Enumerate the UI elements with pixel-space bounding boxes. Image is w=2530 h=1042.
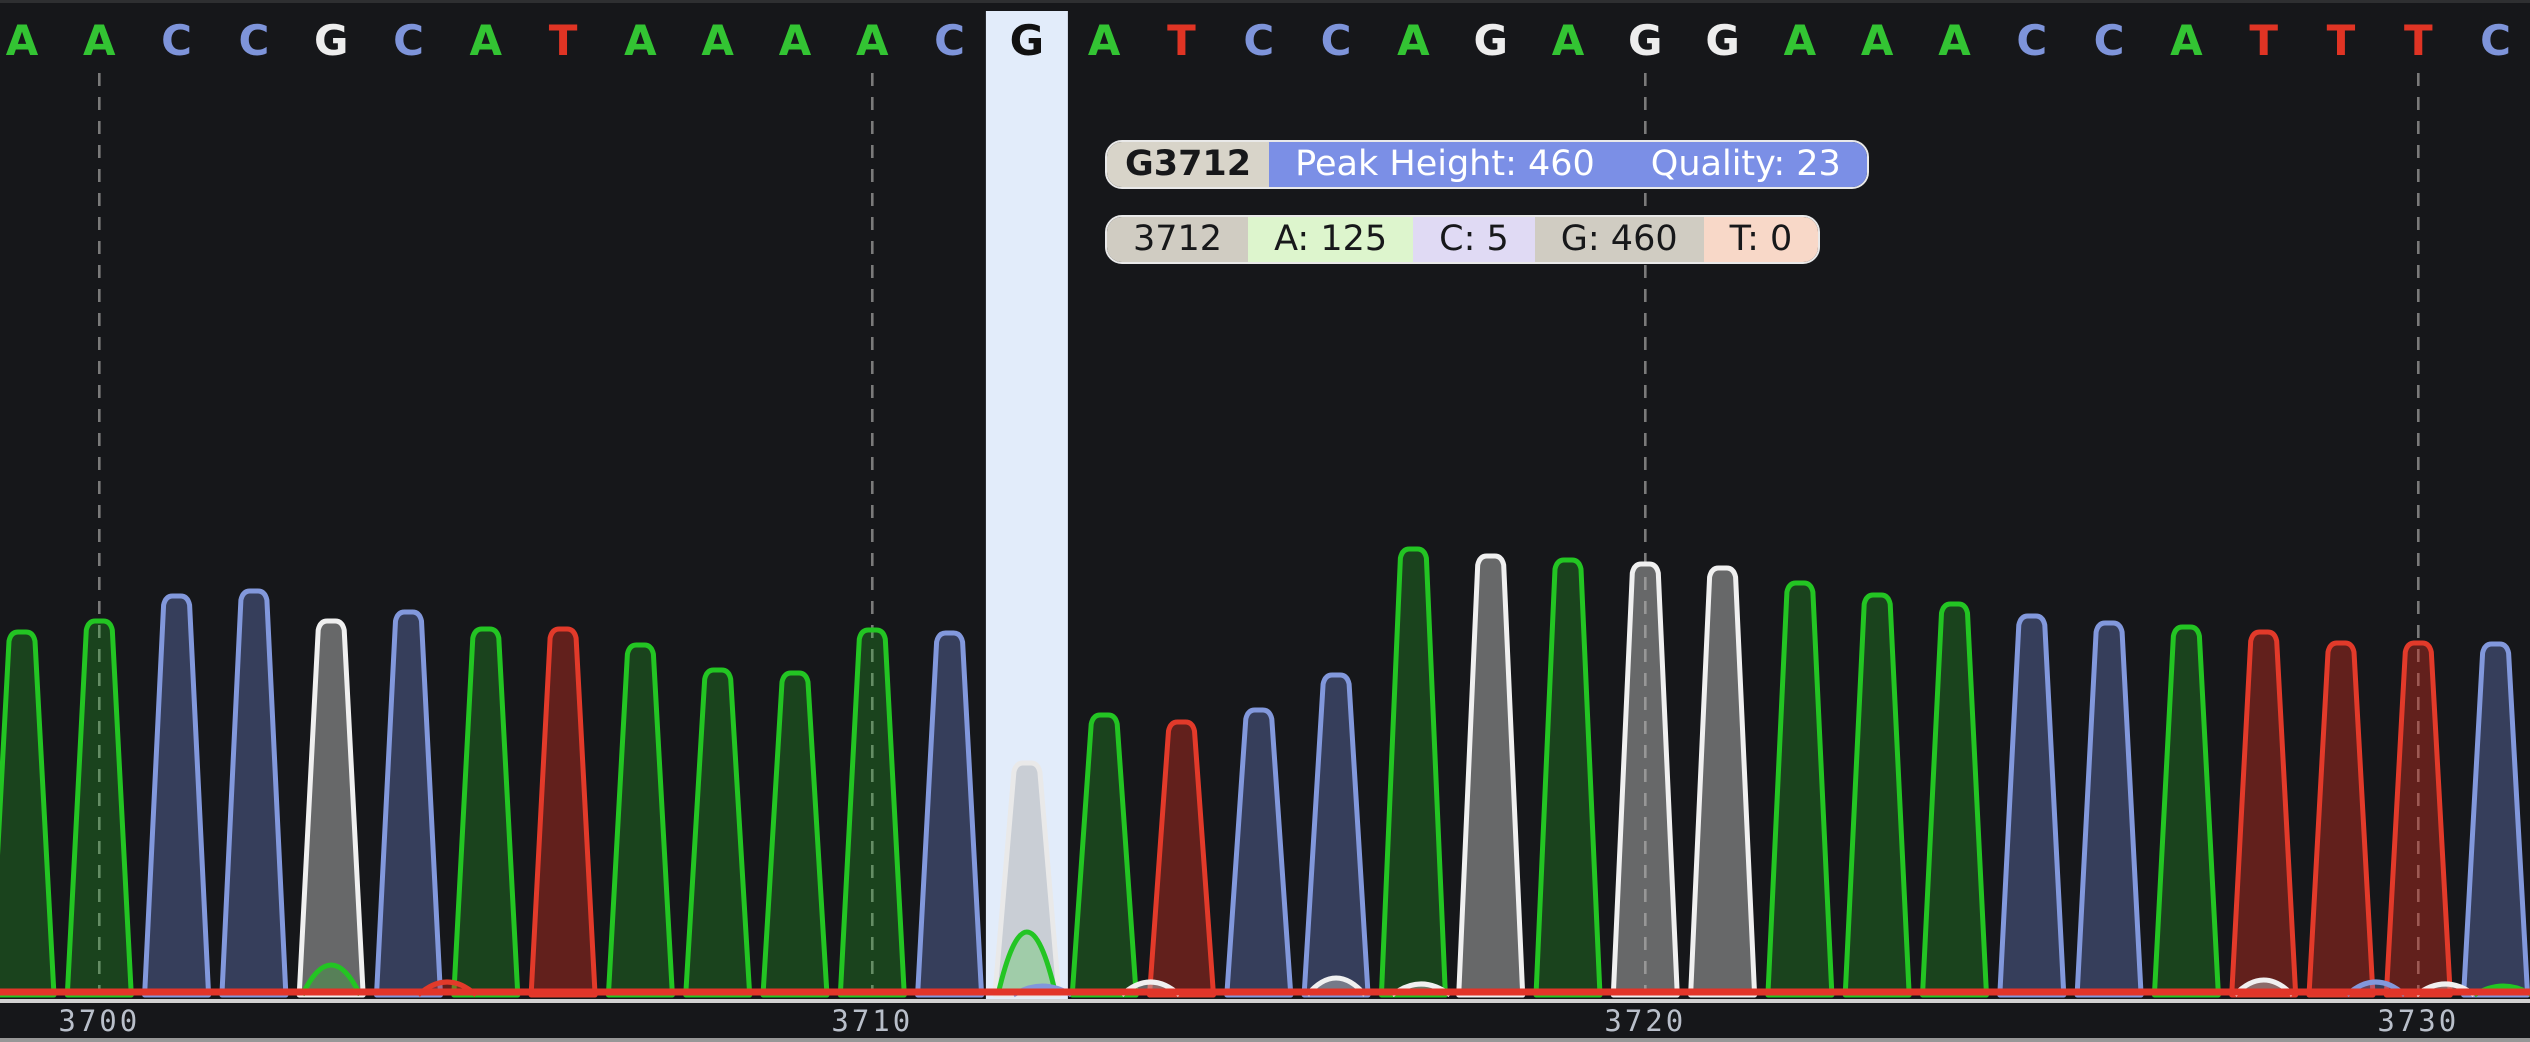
base-call-T3730[interactable]: T [2403,16,2433,65]
base-call-C3711[interactable]: C [934,16,965,65]
peak-A3707[interactable] [605,642,675,998]
axis-tick-label-3700: 3700 [58,1004,141,1038]
tooltip-channel-c-text: C: 5 [1439,219,1509,259]
trace-plot [0,11,2530,1042]
peak-A3719[interactable] [1533,557,1603,998]
peak-A3710[interactable] [837,627,907,998]
peak-A3699[interactable] [0,629,57,998]
base-call-C3704[interactable]: C [393,16,424,65]
peak-C3704[interactable] [374,609,443,998]
base-call-A3724[interactable]: A [1938,16,1971,65]
peak-G3720[interactable] [1610,561,1680,998]
peak-A3713[interactable] [1069,712,1139,998]
tooltip-peak-height: Peak Height: 460 [1295,144,1595,184]
base-call-A3717[interactable]: A [1397,16,1430,65]
axis-tick-label-3720: 3720 [1604,1004,1687,1038]
base-call-A3713[interactable]: A [1087,16,1121,65]
base-call-C3726[interactable]: C [2093,16,2125,65]
peak-G3721[interactable] [1688,565,1758,998]
tooltip-base-label-text: G3712 [1125,144,1252,184]
peak-C3715[interactable] [1224,707,1294,998]
peak-G3718[interactable] [1456,553,1526,998]
minor-trace-bump-A3703 [299,962,363,997]
peak-C3711[interactable] [915,630,985,998]
tooltip-position: 3712 [1107,217,1249,262]
peak-A3709[interactable] [760,670,830,998]
base-call-G3721[interactable]: G [1705,16,1740,65]
peak-A3717[interactable] [1378,546,1448,998]
peak-T3729[interactable] [2306,640,2376,998]
peak-info-tooltip: G3712 Peak Height: 460 Quality: 23 [1105,140,1869,189]
base-call-T3706[interactable]: T [548,16,578,65]
minor-trace-bump-A3712 [995,929,1059,996]
base-call-C3716[interactable]: C [1320,16,1352,65]
tooltip-channel-a: A: 125 [1248,217,1414,262]
base-call-A3722[interactable]: A [1783,16,1817,65]
peak-T3728[interactable] [2229,629,2299,998]
peak-C3702[interactable] [219,588,289,998]
base-call-C3715[interactable]: C [1243,16,1275,65]
peak-A3705[interactable] [451,626,521,998]
base-call-A3707[interactable]: A [624,16,657,65]
base-call-C3701[interactable]: C [161,16,192,65]
peak-C3716[interactable] [1301,672,1371,998]
peak-C3701[interactable] [142,593,212,998]
base-call-A3727[interactable]: A [2170,16,2203,65]
axis-tick-label-3710: 3710 [831,1004,914,1038]
base-call-T3729[interactable]: T [2326,16,2356,65]
peak-A3700[interactable] [64,618,134,998]
base-call-A3710[interactable]: A [856,16,889,65]
peak-T3714[interactable] [1147,719,1216,998]
base-call-C3731[interactable]: C [2480,16,2511,65]
base-call-C3702[interactable]: C [238,16,270,65]
base-call-A3719[interactable]: A [1551,16,1585,65]
tooltip-channel-g: G: 460 [1534,217,1704,262]
base-call-G3703[interactable]: G [313,16,349,65]
base-call-A3723[interactable]: A [1860,16,1894,65]
peak-G3703[interactable] [296,618,366,998]
peak-G3712[interactable] [992,760,1062,998]
tooltip-position-text: 3712 [1133,219,1223,259]
tooltip-peak-info: Peak Height: 460 Quality: 23 [1269,142,1867,187]
base-call-T3714[interactable]: T [1167,16,1196,65]
peak-T3706[interactable] [528,626,598,998]
tooltip-channel-a-text: A: 125 [1274,219,1388,259]
base-call-G3720[interactable]: G [1628,16,1663,65]
base-call-A3708[interactable]: A [701,16,734,65]
peak-C3731[interactable] [2461,641,2530,998]
base-call-C3725[interactable]: C [2016,16,2048,65]
base-call-A3705[interactable]: A [469,16,503,65]
peak-A3727[interactable] [2151,624,2221,998]
base-call-G3718[interactable]: G [1473,16,1508,65]
base-call-A3709[interactable]: A [778,16,812,65]
peak-T3730[interactable] [2383,640,2453,998]
base-call-T3728[interactable]: T [2249,16,2279,65]
tooltip-base-label: G3712 [1107,142,1270,187]
axis-tick-label-3730: 3730 [2377,1004,2460,1038]
peak-A3722[interactable] [1765,580,1835,998]
peak-A3708[interactable] [683,667,753,998]
peak-C3726[interactable] [2074,620,2144,998]
peak-A3723[interactable] [1842,592,1912,998]
channel-values-tooltip: 3712 A: 125 C: 5 G: 460 T: 0 [1105,215,1821,264]
base-call-A3700[interactable]: A [83,16,116,65]
peak-A3724[interactable] [1920,601,1989,998]
tooltip-channel-g-text: G: 460 [1560,219,1678,259]
peak-C3725[interactable] [1997,613,2067,998]
tooltip-channel-t: T: 0 [1703,217,1819,262]
base-call-G3712[interactable]: G [1009,16,1045,65]
tooltip-channel-c: C: 5 [1413,217,1535,262]
tooltip-quality: Quality: 23 [1650,144,1841,184]
base-call-A3699[interactable]: A [5,16,39,65]
tooltip-channel-t-text: T: 0 [1729,219,1793,259]
